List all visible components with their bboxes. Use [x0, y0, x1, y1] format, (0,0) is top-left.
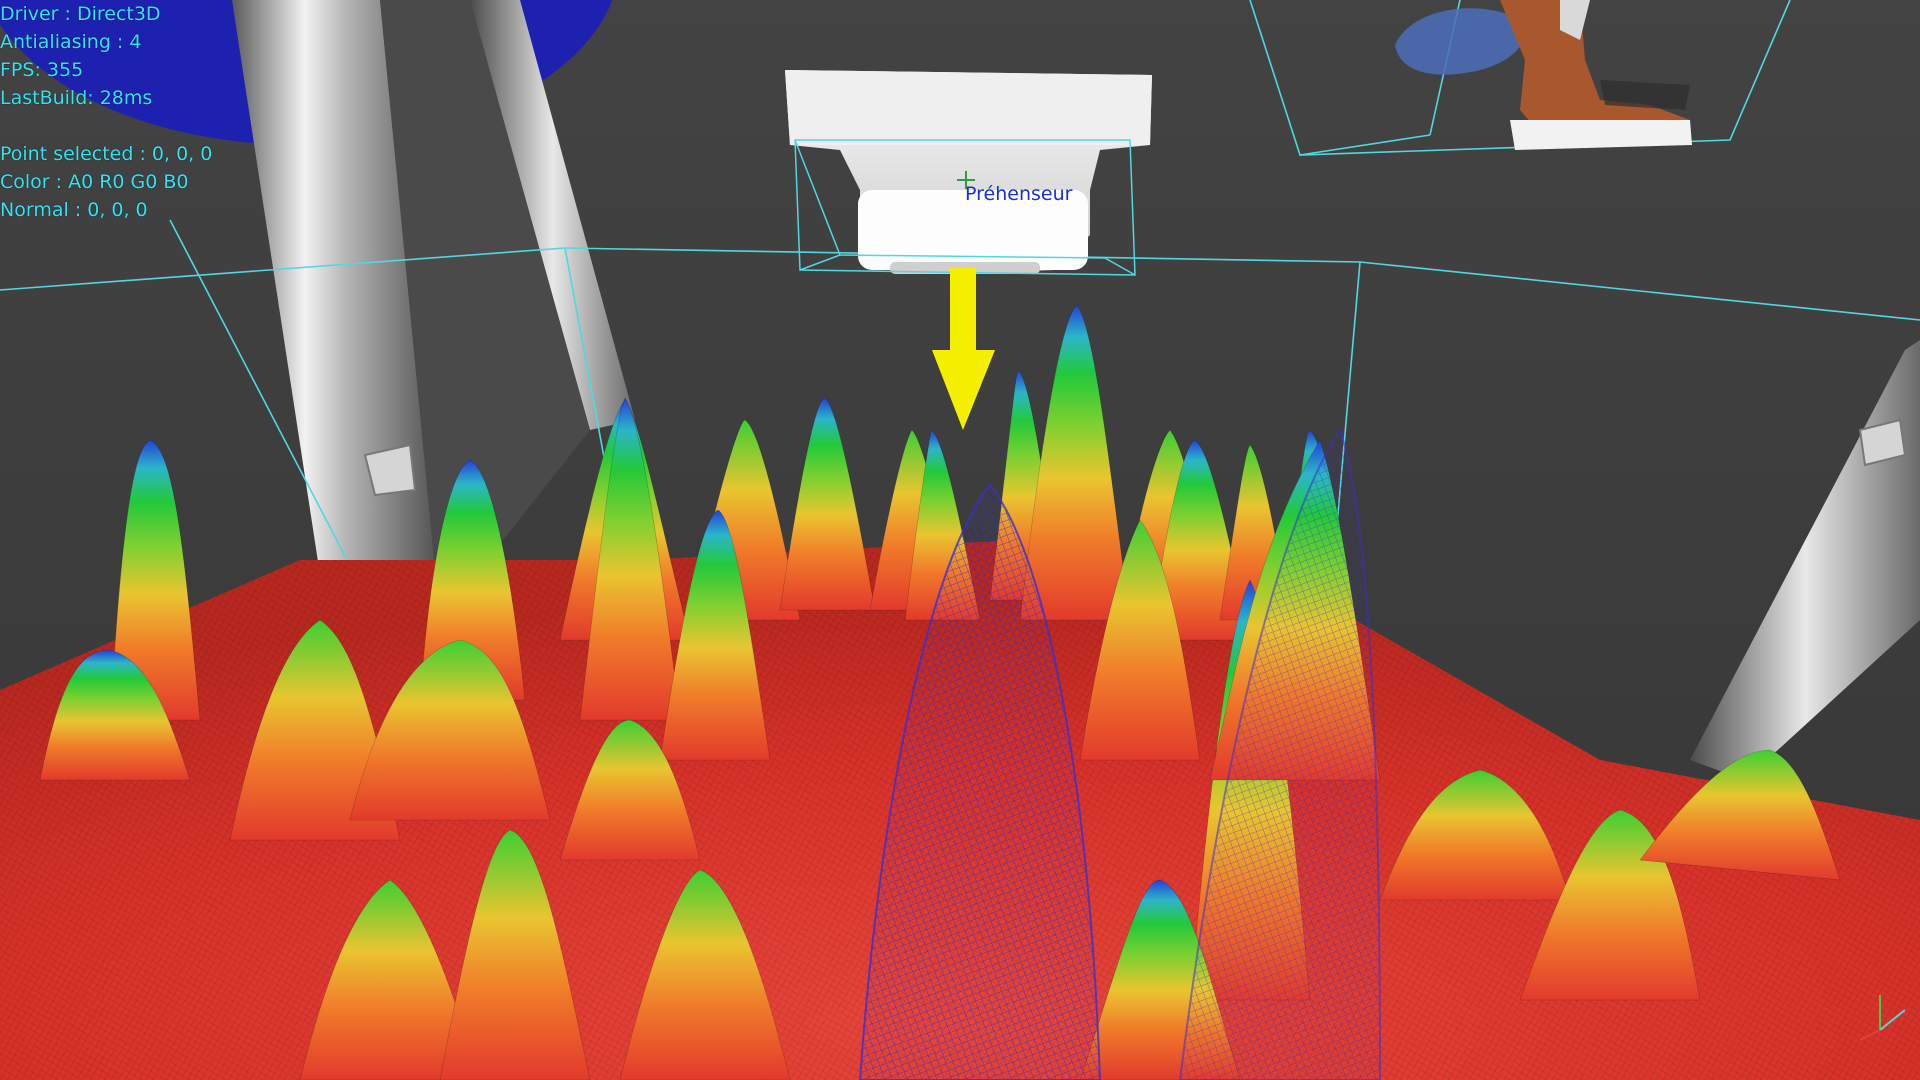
axis-gizmo-icon: [1859, 995, 1906, 1041]
wireframe-peaks: [858, 427, 1382, 1080]
down-arrow-icon: [932, 268, 995, 430]
frame-pillar-left: [232, 0, 635, 640]
gripper-bounding-box: [794, 139, 1136, 276]
gripper-icon: [785, 70, 1152, 274]
surface-peaks-left: [39, 397, 771, 861]
gripper-label: Préhenseur: [965, 183, 1073, 205]
point-cloud-icon: [1395, 0, 1692, 150]
cursor-crosshair: [957, 171, 975, 189]
